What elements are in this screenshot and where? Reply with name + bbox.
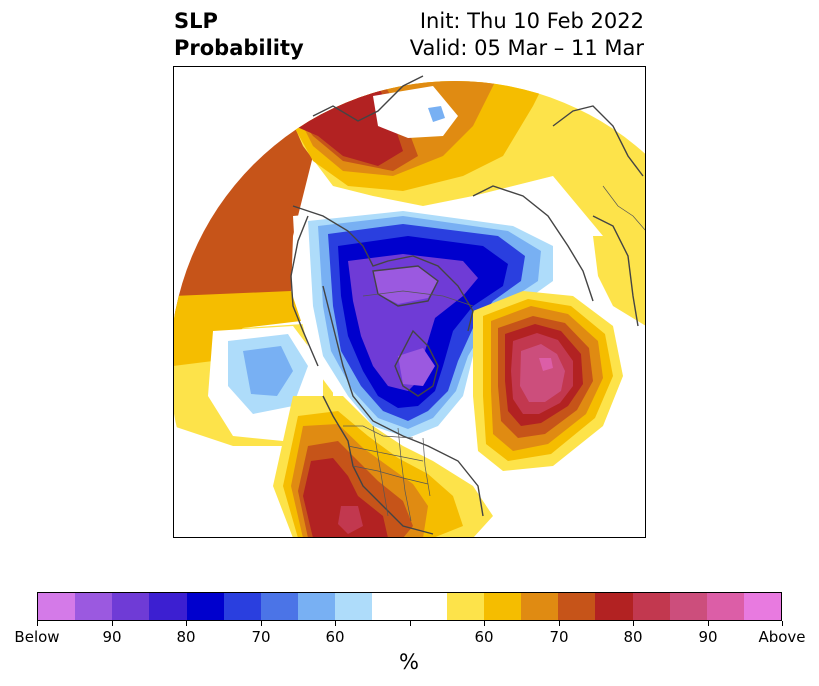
colorbar-segment [372, 593, 410, 620]
probability-map [173, 66, 646, 538]
us-rose [338, 506, 363, 534]
init-date: Init: Thu 10 Feb 2022 [419, 9, 644, 33]
colorbar-segment [38, 593, 76, 620]
colorbar-tick-label: 90 [698, 628, 718, 646]
colorbar-tick-label: 60 [325, 628, 345, 646]
colorbar-tick-label: 90 [102, 628, 122, 646]
colorbar-tick-label: 70 [251, 628, 271, 646]
coast-arctic [312, 75, 424, 122]
colorbar-tick-mark [261, 621, 262, 626]
colorbar-tick-label: 60 [474, 628, 494, 646]
valid-range: Valid: 05 Mar – 11 Mar [409, 36, 644, 60]
atlantic-magenta [539, 358, 553, 371]
colorbar-tick-mark [633, 621, 634, 626]
border-8 [602, 185, 646, 232]
colorbar-tick-mark [410, 621, 411, 626]
colorbar-tick-label: 80 [623, 628, 643, 646]
colorbar-tick-label: Above [758, 628, 806, 646]
colorbar-segment [743, 593, 782, 620]
colorbar-tick-label: 80 [176, 628, 196, 646]
colorbar-segment [521, 593, 559, 620]
coast-greenland [472, 185, 594, 302]
border-1 [343, 425, 414, 439]
pacific-low-mid [243, 346, 293, 396]
arctic-white-patch [373, 86, 458, 138]
coast-alaska [290, 215, 319, 367]
colorbar-segment [298, 593, 336, 620]
coast-canada-north [292, 205, 474, 332]
border-7 [362, 290, 474, 307]
colorbar-tick-mark [335, 621, 336, 626]
colorbar [37, 592, 782, 621]
colorbar-segment [595, 593, 633, 620]
colorbar-segment [186, 593, 224, 620]
us-red [303, 458, 388, 538]
colorbar-unit: % [399, 650, 419, 674]
map-frame [173, 66, 646, 538]
colorbar-segment [409, 593, 447, 620]
title-right: Init: Thu 10 Feb 2022 Valid: 05 Mar – 11… [410, 8, 644, 62]
europe-yellow [593, 236, 646, 326]
colorbar-tick-mark [186, 621, 187, 626]
colorbar-tick-mark [112, 621, 113, 626]
colorbar-segment [75, 593, 113, 620]
coast-east [322, 285, 484, 517]
border-6 [422, 437, 431, 497]
colorbar-segment [632, 593, 670, 620]
title-left: SLP Probability [174, 8, 304, 62]
colorbar-segment [706, 593, 744, 620]
border-5 [397, 427, 412, 522]
arctic-light-blue-dot [428, 106, 445, 122]
colorbar-segment [669, 593, 707, 620]
border-2 [347, 445, 424, 462]
coast-scandinavia [592, 215, 639, 327]
colorbar-segment [483, 593, 522, 620]
border-4 [372, 425, 389, 517]
state-borders [343, 185, 646, 522]
hudson-violet [373, 266, 438, 304]
coast-europe [552, 105, 644, 177]
colorbar-segment [223, 593, 261, 620]
title-variable: SLP [174, 9, 218, 33]
colorbar-segment [260, 593, 299, 620]
coast-west-us [322, 395, 434, 535]
colorbar-tick-mark [559, 621, 560, 626]
border-3 [352, 465, 429, 485]
colorbar-tick-mark [37, 621, 38, 626]
colorbar-tick-label: Below [14, 628, 60, 646]
atlantic-pink [520, 344, 565, 402]
title-product: Probability [174, 36, 304, 60]
colorbar-tick-label: 70 [549, 628, 569, 646]
colorbar-tick-mark [484, 621, 485, 626]
labrador-violet [398, 348, 435, 386]
colorbar-segment [558, 593, 596, 620]
colorbar-segment [112, 593, 150, 620]
colorbar-tick-mark [708, 621, 709, 626]
colorbar-segment [149, 593, 187, 620]
coast-labrador [394, 329, 439, 397]
colorbar-segment [446, 593, 484, 620]
colorbar-segment [335, 593, 373, 620]
colorbar-tick-mark [782, 621, 783, 626]
